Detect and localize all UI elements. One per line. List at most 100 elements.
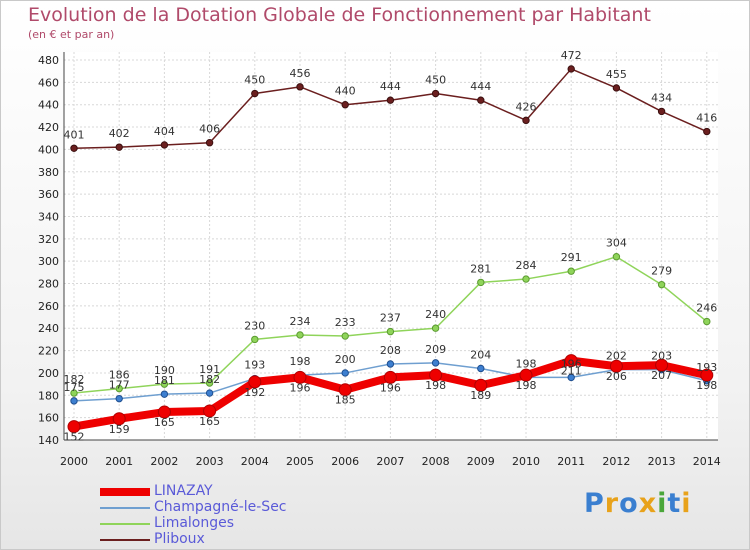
data-point: [383, 370, 397, 384]
y-tick-label: 240: [38, 322, 59, 335]
data-label: 234: [290, 315, 311, 328]
data-label: 152: [64, 431, 85, 444]
data-label: 281: [470, 262, 491, 275]
logo-letter: x: [638, 488, 658, 519]
y-tick-label: 420: [38, 121, 59, 134]
data-label: 426: [516, 100, 537, 113]
data-point: [205, 379, 214, 387]
y-tick-label: 360: [38, 188, 59, 201]
data-point: [567, 267, 575, 275]
data-label: 444: [380, 80, 401, 93]
line-chart: 140 160 180 200 220 240 260 280 300 320 340 360 380 4…: [38, 49, 721, 468]
data-point: [341, 332, 349, 340]
data-point: [431, 359, 440, 367]
data-label: 284: [516, 259, 537, 272]
x-tick-label: 2001: [105, 455, 133, 468]
data-point: [477, 364, 485, 373]
data-point: [386, 327, 395, 336]
proxiti-logo: Proxiti: [584, 488, 692, 519]
data-point: [429, 368, 443, 382]
y-tick-label: 300: [38, 255, 59, 268]
data-point: [567, 65, 575, 73]
data-label: 455: [606, 68, 627, 81]
data-label: 402: [109, 127, 130, 140]
x-tick-label: 2000: [60, 455, 88, 468]
data-point: [296, 83, 304, 91]
x-tick-label: 2005: [286, 455, 314, 468]
data-label: 165: [154, 416, 175, 429]
data-label: 450: [425, 74, 446, 87]
data-label: 206: [606, 370, 627, 383]
y-tick-label: 200: [38, 367, 59, 380]
data-point: [655, 358, 669, 372]
data-point: [477, 96, 485, 104]
data-point: [205, 139, 214, 147]
y-tick-label: 280: [38, 278, 59, 291]
data-label: 279: [651, 265, 672, 278]
data-label: 198: [425, 379, 446, 392]
y-tick-label: 440: [38, 99, 59, 112]
data-label: 198: [516, 357, 537, 370]
data-point: [70, 389, 78, 397]
data-label: 237: [380, 312, 401, 325]
data-label: 456: [290, 67, 311, 80]
data-point: [338, 383, 352, 397]
x-tick-label: 2010: [512, 455, 540, 468]
data-label: 182: [199, 373, 220, 386]
x-tick-label: 2002: [150, 455, 178, 468]
x-tick-label: 2013: [648, 455, 676, 468]
data-label: 304: [606, 237, 627, 250]
data-label: 472: [561, 49, 582, 62]
data-label: 406: [199, 123, 220, 136]
data-point: [70, 144, 78, 152]
data-label: 202: [606, 350, 627, 363]
data-point: [474, 378, 488, 392]
data-point: [115, 384, 123, 393]
logo-letter: o: [619, 488, 639, 519]
data-point: [205, 389, 214, 397]
chart-title: Evolution de la Dotation Globale de Fonc…: [28, 4, 651, 26]
y-tick-label: 160: [38, 412, 59, 425]
chart-subtitle: (en € et par an): [28, 28, 115, 41]
legend-swatch: [100, 523, 150, 525]
data-label: 177: [109, 379, 130, 392]
y-tick-label: 340: [38, 210, 59, 223]
legend-swatch: [100, 507, 150, 509]
data-point: [296, 331, 304, 339]
data-label: 165: [199, 415, 220, 428]
x-tick-label: 2006: [331, 455, 359, 468]
data-point: [522, 116, 530, 125]
legend-label: Limalonges: [154, 515, 235, 531]
data-point: [431, 324, 440, 332]
data-point: [251, 89, 259, 98]
x-tick-label: 2014: [693, 455, 721, 468]
data-point: [564, 354, 578, 368]
data-point: [115, 394, 123, 403]
data-point: [703, 127, 711, 136]
data-point: [160, 141, 169, 149]
legend-swatch: [100, 488, 150, 496]
logo-letter: i: [681, 488, 692, 519]
logo-letter: t: [667, 488, 682, 519]
x-tick-label: 2003: [196, 455, 224, 468]
data-point: [609, 359, 623, 373]
data-label: 192: [244, 386, 265, 399]
data-point: [203, 404, 217, 418]
data-point: [657, 280, 666, 289]
data-label: 209: [425, 343, 446, 356]
legend-swatch: [100, 539, 150, 541]
data-label: 196: [290, 381, 311, 394]
data-point: [157, 405, 171, 419]
y-tick-label: 460: [38, 76, 59, 89]
data-point: [477, 278, 485, 287]
data-label: 291: [561, 251, 582, 264]
x-tick-label: 2009: [467, 455, 495, 468]
data-label: 211: [561, 365, 582, 378]
y-tick-label: 380: [38, 166, 59, 179]
y-tick-label: 220: [38, 345, 59, 358]
data-label: 181: [154, 374, 175, 387]
data-point: [341, 101, 349, 109]
data-label: 198: [290, 355, 311, 368]
data-point: [160, 380, 169, 388]
data-point: [115, 143, 123, 151]
